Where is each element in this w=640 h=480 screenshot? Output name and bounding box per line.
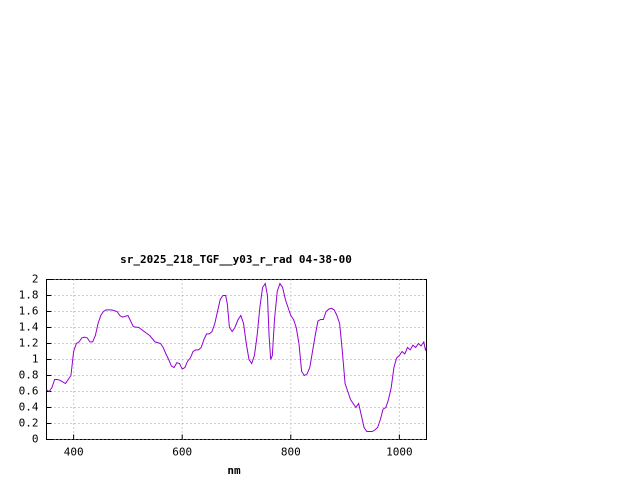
y-tick-label: 1.6 — [19, 305, 39, 318]
chart-title: sr_2025_218_TGF__y03_r_rad 04-38-00 — [120, 253, 352, 266]
y-tick-label: 0.2 — [19, 417, 39, 430]
data-line — [46, 282, 427, 432]
x-tick-label: 1000 — [386, 446, 413, 459]
y-tick-label: 1.8 — [19, 289, 39, 302]
y-tick-label: 1 — [32, 353, 39, 366]
y-tick-label: 0.6 — [19, 385, 39, 398]
x-axis-label: nm — [227, 464, 241, 477]
x-tick-label: 400 — [64, 446, 84, 459]
y-tick-label: 1.2 — [19, 337, 39, 350]
x-tick-label: 800 — [281, 446, 301, 459]
y-tick-label: 0.8 — [19, 369, 39, 382]
y-tick-label: 0.4 — [19, 401, 39, 414]
x-tick-label: 600 — [172, 446, 192, 459]
y-tick-label: 1.4 — [19, 321, 39, 334]
y-tick-label: 2 — [32, 273, 39, 286]
y-tick-label: 0 — [32, 433, 39, 446]
